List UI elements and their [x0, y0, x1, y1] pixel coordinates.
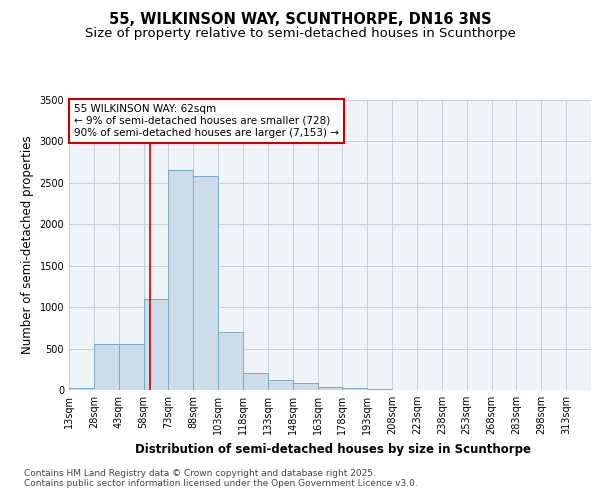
Bar — [343, 388, 367, 390]
Text: 55, WILKINSON WAY, SCUNTHORPE, DN16 3NS: 55, WILKINSON WAY, SCUNTHORPE, DN16 3NS — [109, 12, 491, 28]
Bar — [119, 344, 143, 390]
Text: Distribution of semi-detached houses by size in Scunthorpe: Distribution of semi-detached houses by … — [135, 442, 531, 456]
Bar — [143, 299, 169, 390]
Text: 55 WILKINSON WAY: 62sqm
← 9% of semi-detached houses are smaller (728)
90% of se: 55 WILKINSON WAY: 62sqm ← 9% of semi-det… — [74, 104, 339, 138]
Bar — [169, 170, 193, 390]
Bar — [268, 380, 293, 390]
Bar — [293, 384, 317, 390]
Y-axis label: Number of semi-detached properties: Number of semi-detached properties — [21, 136, 34, 354]
Text: Size of property relative to semi-detached houses in Scunthorpe: Size of property relative to semi-detach… — [85, 28, 515, 40]
Bar — [367, 389, 392, 390]
Bar — [218, 332, 243, 390]
Bar — [243, 374, 268, 390]
Bar — [193, 176, 218, 390]
Text: Contains HM Land Registry data © Crown copyright and database right 2025.: Contains HM Land Registry data © Crown c… — [24, 468, 376, 477]
Bar — [94, 344, 119, 390]
Text: Contains public sector information licensed under the Open Government Licence v3: Contains public sector information licen… — [24, 478, 418, 488]
Bar — [69, 388, 94, 390]
Bar — [317, 386, 343, 390]
